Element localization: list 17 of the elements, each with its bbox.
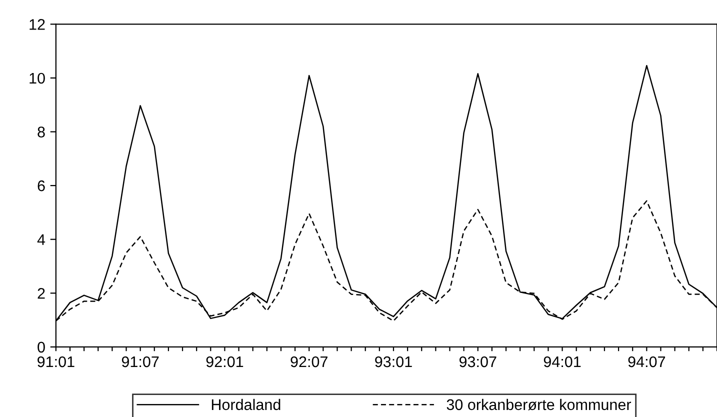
x-tick-label: 91:01 <box>38 356 74 368</box>
y-tick-label: 6 <box>38 180 45 192</box>
x-tick-label: 92:01 <box>206 356 244 368</box>
x-tick-label: 91:07 <box>122 356 159 368</box>
y-tick-label: 0 <box>38 342 45 353</box>
y-tick-label: 4 <box>37 234 46 245</box>
y-tick-label: 12 <box>30 19 45 30</box>
x-tick-label: 94:07 <box>628 356 666 368</box>
legend-label: Hordaland <box>212 398 280 410</box>
x-tick-label: 94:01 <box>544 356 581 368</box>
x-tick-label: 93:07 <box>459 356 496 368</box>
y-tick-label: 2 <box>38 288 45 299</box>
y-tick-label: 8 <box>38 126 45 138</box>
legend-label: 30 orkanberørte kommuner <box>446 398 632 410</box>
x-tick-label: 92:07 <box>290 356 328 368</box>
y-tick-label: 10 <box>30 72 45 84</box>
x-tick-label: 93:01 <box>375 356 412 368</box>
